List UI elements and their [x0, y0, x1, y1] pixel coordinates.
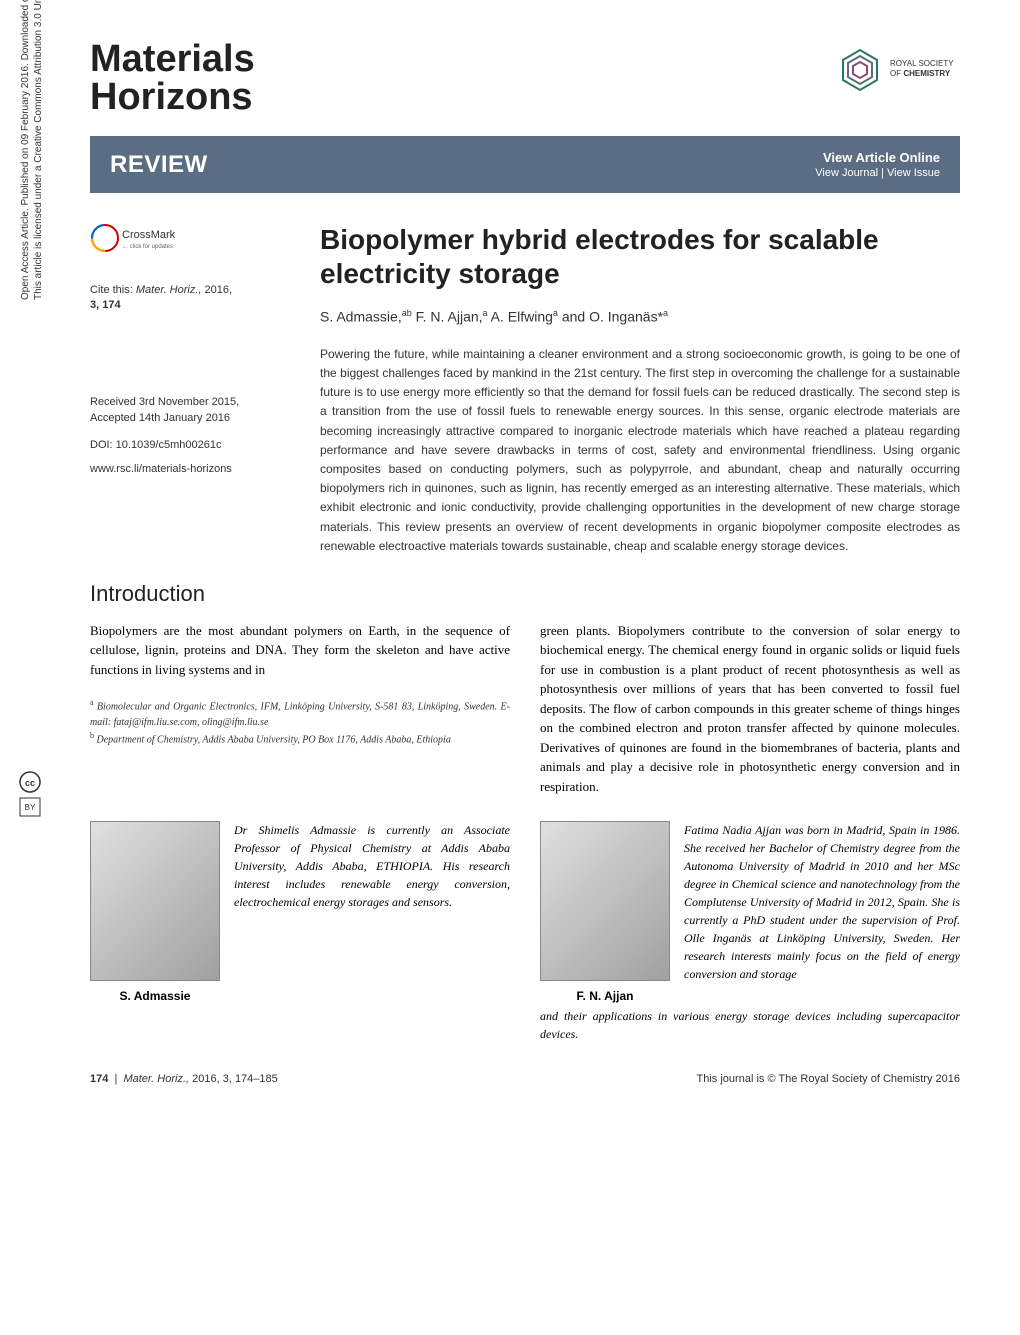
page-number: 174	[90, 1073, 108, 1085]
cite-issue-page: 3, 174	[90, 299, 121, 311]
cite-year: 2016,	[205, 284, 233, 296]
copyright: This journal is © The Royal Society of C…	[697, 1073, 960, 1085]
bio-2-photo-block: F. N. Ajjan	[540, 821, 670, 1003]
access-line-1: Open Access Article. Published on 09 Feb…	[20, 0, 31, 300]
bio-1-text: Dr Shimelis Admassie is currently an Ass…	[234, 821, 510, 1043]
svg-text:CrossMark: CrossMark	[122, 229, 176, 241]
cite-journal: Mater. Horiz.,	[136, 284, 202, 296]
bio-1-photo	[90, 821, 220, 981]
publisher-logo: ROYAL SOCIETY OF CHEMISTRY	[840, 40, 960, 105]
footer: 174 | Mater. Horiz., 2016, 3, 174–185 Th…	[90, 1073, 960, 1085]
intro-section: Introduction Biopolymers are the most ab…	[90, 581, 960, 797]
bio-1-photo-block: S. Admassie	[90, 821, 220, 1043]
abstract: Powering the future, while maintaining a…	[320, 345, 960, 556]
review-links: View Article Online View Journal | View …	[815, 150, 940, 179]
bio-2-photo	[540, 821, 670, 981]
affiliation-b: b Department of Chemistry, Addis Ababa U…	[90, 730, 510, 747]
review-bar: REVIEW View Article Online View Journal …	[90, 136, 960, 193]
review-label: REVIEW	[110, 151, 208, 179]
citation: Cite this: Mater. Horiz., 2016, 3, 174	[90, 283, 290, 314]
footer-journal: Mater. Horiz.,	[123, 1073, 189, 1085]
received-date: Received 3rd November 2015,	[90, 394, 290, 411]
svg-text:ROYAL SOCIETY: ROYAL SOCIETY	[890, 59, 954, 68]
affiliations: a Biomolecular and Organic Electronics, …	[90, 697, 510, 747]
svg-text:BY: BY	[25, 803, 36, 812]
bio-2-text-extra: and their applications in various energy…	[540, 1007, 960, 1043]
cite-label: Cite this:	[90, 284, 133, 296]
svg-text:OF CHEMISTRY: OF CHEMISTRY	[890, 69, 951, 78]
bio-2-wrapper: F. N. Ajjan Fatima Nadia Ajjan was born …	[540, 821, 960, 1043]
intro-text-right: green plants. Biopolymers contribute to …	[540, 621, 960, 797]
article-column: Biopolymer hybrid electrodes for scalabl…	[320, 223, 960, 556]
authors: S. Admassie,ab F. N. Ajjan,a A. Elfwinga…	[320, 308, 960, 325]
svg-text:← click for updates: ← click for updates	[122, 244, 173, 250]
cc-license-badge: cc BY	[18, 770, 42, 820]
bio-2-name: F. N. Ajjan	[540, 989, 670, 1003]
access-line-2: This article is licensed under a Creativ…	[33, 0, 44, 300]
journal-title-line2: Horizons	[90, 78, 255, 116]
article-title: Biopolymer hybrid electrodes for scalabl…	[320, 223, 960, 290]
intro-col-left: Biopolymers are the most abundant polyme…	[90, 621, 510, 797]
footer-details: 2016, 3, 174–185	[192, 1073, 278, 1085]
intro-col-right: green plants. Biopolymers contribute to …	[540, 621, 960, 797]
author-bios: S. Admassie Dr Shimelis Admassie is curr…	[90, 821, 960, 1043]
intro-columns: Biopolymers are the most abundant polyme…	[90, 621, 960, 797]
accepted-date: Accepted 14th January 2016	[90, 410, 290, 427]
content-grid: CrossMark ← click for updates Cite this:…	[90, 223, 960, 556]
bio-1-name: S. Admassie	[90, 989, 220, 1003]
header-row: Materials Horizons ROYAL SOCIETY OF CHEM…	[90, 40, 960, 116]
page-info: 174 | Mater. Horiz., 2016, 3, 174–185	[90, 1073, 278, 1085]
journal-title-line1: Materials	[90, 40, 255, 78]
journal-title: Materials Horizons	[90, 40, 255, 116]
open-access-sidebar: Open Access Article. Published on 09 Feb…	[20, 0, 44, 300]
bio-1: S. Admassie Dr Shimelis Admassie is curr…	[90, 821, 510, 1043]
crossmark-badge[interactable]: CrossMark ← click for updates	[90, 223, 290, 268]
intro-text-left: Biopolymers are the most abundant polyme…	[90, 621, 510, 680]
meta-column: CrossMark ← click for updates Cite this:…	[90, 223, 290, 556]
bio-2-text: Fatima Nadia Ajjan was born in Madrid, S…	[684, 821, 960, 1003]
shortlink[interactable]: www.rsc.li/materials-horizons	[90, 463, 290, 475]
view-article-online-link[interactable]: View Article Online	[815, 150, 940, 165]
view-journal-issue-link[interactable]: View Journal | View Issue	[815, 167, 940, 179]
dates-block: Received 3rd November 2015, Accepted 14t…	[90, 394, 290, 427]
doi: DOI: 10.1039/c5mh00261c	[90, 439, 290, 451]
bio-2: F. N. Ajjan Fatima Nadia Ajjan was born …	[540, 821, 960, 1003]
intro-heading: Introduction	[90, 581, 960, 607]
svg-text:cc: cc	[25, 778, 35, 788]
affiliation-a: a Biomolecular and Organic Electronics, …	[90, 697, 510, 729]
